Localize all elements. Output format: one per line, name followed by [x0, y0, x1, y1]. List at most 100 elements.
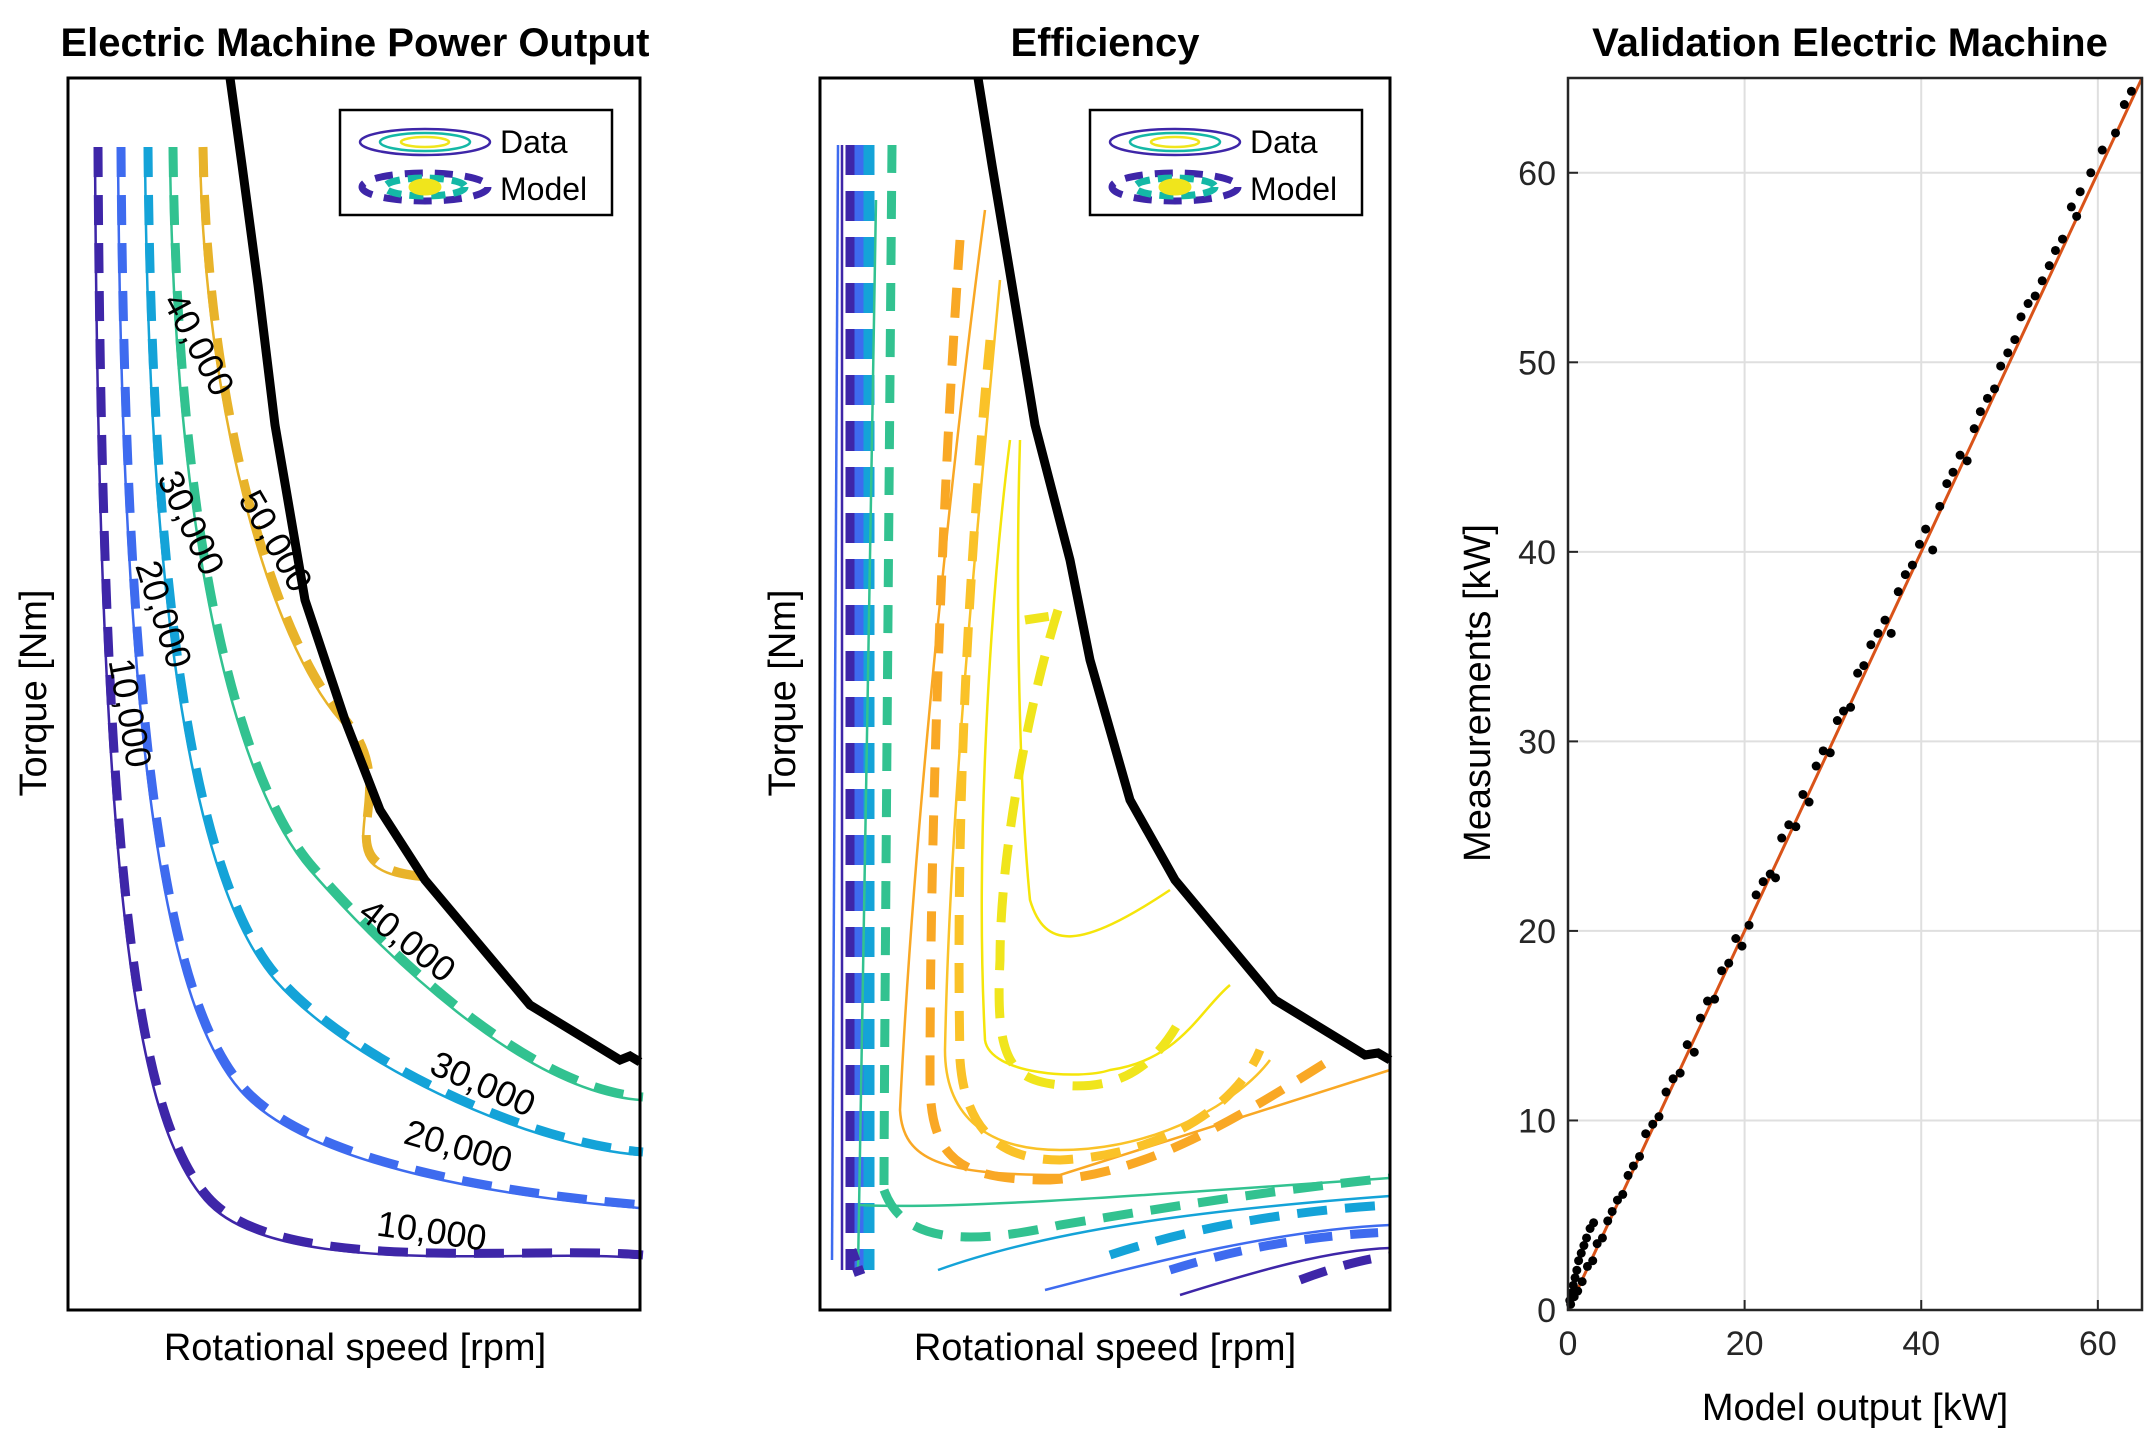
efficiency-contour-data	[1044, 1223, 1391, 1292]
scatter-point	[1825, 748, 1835, 758]
scatter-point	[1648, 1119, 1658, 1129]
scatter-point	[1791, 822, 1801, 832]
contour-label-40000-vertical: 40,000	[155, 286, 243, 402]
efficiency-contour-model	[1298, 1251, 1391, 1285]
efficiency-title: Efficiency	[1011, 21, 1201, 65]
scatter-point	[1573, 1286, 1583, 1296]
legend-model-swatch	[358, 169, 492, 205]
validation-xlabel: Model output [kW]	[1702, 1387, 2008, 1429]
power-output-axes-frame	[66, 76, 642, 1312]
power-output-panel: Electric Machine Power Output Rotational…	[13, 21, 650, 1369]
y-tick-label: 20	[1518, 913, 1556, 951]
x-tick-label: 0	[1559, 1325, 1578, 1363]
x-tick-label: 60	[2079, 1325, 2117, 1363]
scatter-point	[1623, 1170, 1633, 1180]
scatter-point	[1804, 797, 1814, 807]
scatter-point	[2111, 128, 2121, 138]
power-output-ylabel: Torque [Nm]	[13, 590, 55, 797]
scatter-point	[1641, 1129, 1651, 1139]
scatter-point	[1703, 996, 1713, 1006]
efficiency-contour-model	[879, 1173, 1391, 1242]
scatter-point	[1618, 1189, 1628, 1199]
scatter-point	[1900, 570, 1910, 580]
efficiency-ylabel: Torque [Nm]	[762, 590, 804, 797]
y-tick-label: 40	[1518, 534, 1556, 572]
efficiency-contour-model	[1168, 1227, 1391, 1275]
legend-model-label: Model	[1250, 171, 1337, 207]
scatter-point	[1589, 1218, 1599, 1228]
scatter-point	[1582, 1261, 1592, 1271]
scatter-point	[2086, 168, 2096, 178]
scatter-point	[1771, 873, 1781, 883]
scatter-point	[1784, 820, 1794, 830]
validation-axes-frame	[1566, 76, 2144, 1312]
contour-line-model-50000	[198, 146, 429, 882]
efficiency-legend: Data Model	[1088, 108, 1364, 217]
scatter-point	[1839, 706, 1849, 716]
scatter-point	[1975, 407, 1985, 417]
legend-data-label: Data	[1250, 124, 1318, 160]
efficiency-contour-data	[856, 199, 878, 1271]
scatter-point	[1969, 424, 1979, 434]
scatter-point	[1996, 361, 2006, 371]
scatter-point	[1873, 628, 1883, 638]
efficiency-contour-data	[898, 209, 1391, 1177]
scatter-point	[1588, 1256, 1598, 1266]
scatter-point	[1893, 587, 1903, 597]
scatter-point	[1577, 1277, 1587, 1287]
validation-points	[1565, 86, 2136, 1309]
y-tick-label: 10	[1518, 1102, 1556, 1140]
efficiency-contours	[830, 144, 1391, 1297]
contour-line-model-40000	[168, 146, 644, 1102]
scatter-point	[1907, 560, 1917, 570]
scatter-point	[2044, 261, 2054, 271]
scatter-point	[2023, 299, 2033, 309]
scatter-point	[1572, 1265, 1582, 1275]
legend-data-swatch	[358, 127, 492, 157]
scatter-point	[2097, 145, 2107, 155]
scatter-point	[1710, 994, 1720, 1004]
scatter-point	[1942, 479, 1952, 489]
efficiency-contour-model	[879, 144, 897, 1191]
scatter-point	[1668, 1074, 1678, 1084]
y-tick-label: 0	[1537, 1292, 1556, 1330]
scatter-point	[1798, 789, 1808, 799]
efficiency-contour-data	[1016, 439, 1171, 938]
scatter-point	[1570, 1273, 1580, 1283]
scatter-point	[1886, 628, 1896, 638]
scatter-point	[1859, 661, 1869, 671]
scatter-point	[2126, 86, 2136, 96]
scatter-point	[2037, 276, 2047, 286]
efficiency-contour-data	[937, 1194, 1391, 1272]
efficiency-contour-model	[954, 339, 1265, 1165]
power-output-legend: Data Model	[338, 108, 614, 217]
contour-line-model-20000	[116, 146, 644, 1210]
validation-title: Validation Electric Machine	[1592, 21, 2108, 65]
scatter-point	[2058, 234, 2068, 244]
scatter-point	[1914, 539, 1924, 549]
scatter-point	[1846, 702, 1856, 712]
scatter-point	[1724, 958, 1734, 968]
scatter-point	[2072, 211, 2082, 221]
efficiency-panel: Efficiency Rotational speed [rpm] Torque…	[762, 21, 1393, 1369]
scatter-point	[1576, 1248, 1586, 1258]
efficiency-contour-data	[830, 144, 840, 1261]
scatter-point	[1818, 746, 1828, 756]
scatter-point	[2119, 100, 2129, 110]
x-tick-label: 20	[1726, 1325, 1764, 1363]
scatter-point	[1880, 615, 1890, 625]
scatter-point	[1579, 1241, 1589, 1251]
x-tick-label: 40	[1902, 1325, 1940, 1363]
scatter-point	[1866, 640, 1876, 650]
scatter-point	[2016, 312, 2026, 322]
scatter-point	[1832, 716, 1842, 726]
scatter-point	[1689, 1047, 1699, 1057]
scatter-point	[1654, 1112, 1664, 1122]
scatter-point	[2075, 187, 2085, 197]
scatter-point	[1928, 545, 1938, 555]
legend-model-label: Model	[500, 171, 587, 207]
scatter-point	[1921, 524, 1931, 534]
scatter-point	[2030, 291, 2040, 301]
y-tick-label: 50	[1518, 344, 1556, 382]
scatter-point	[2066, 202, 2076, 212]
